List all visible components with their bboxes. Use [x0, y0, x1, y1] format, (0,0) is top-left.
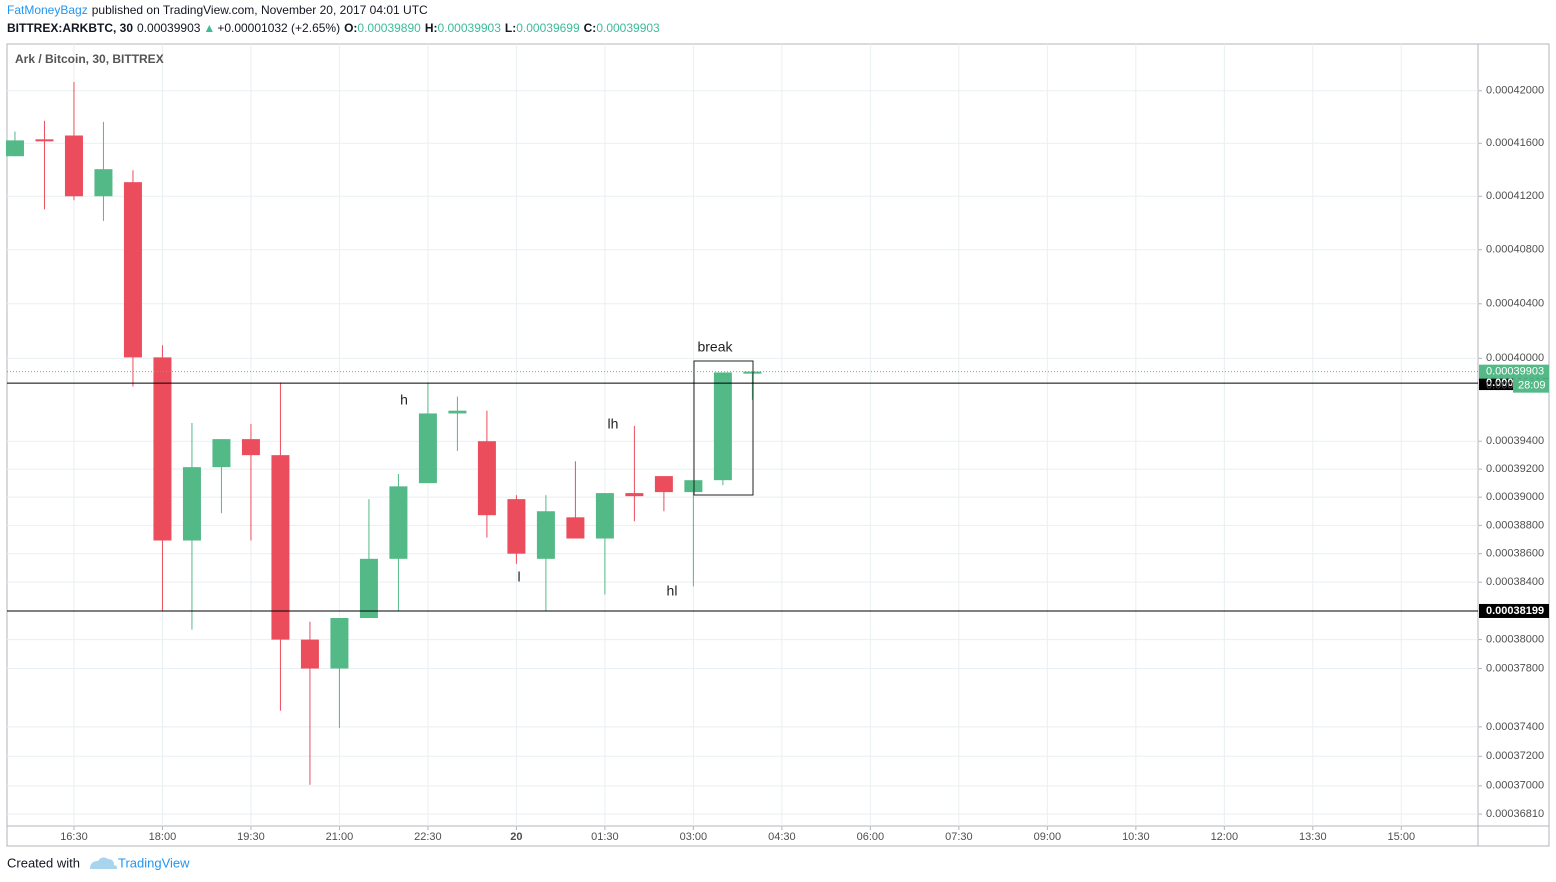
x-tick-label: 03:00 — [680, 831, 708, 843]
published: published on TradingView.com, November 2… — [92, 3, 428, 17]
y-tick-label: 0.00039200 — [1486, 463, 1544, 475]
annotation: l — [517, 569, 520, 585]
x-tick-label: 09:00 — [1034, 831, 1062, 843]
x-tick-label: 01:30 — [591, 831, 619, 843]
candle-body — [566, 517, 585, 539]
candle-body — [389, 486, 408, 559]
symbol: BITTREX:ARKBTC, 30 — [7, 21, 133, 35]
candle-body — [35, 139, 54, 142]
last-price-label: 0.00039903 — [1486, 366, 1544, 378]
y-tick-label: 0.00038000 — [1486, 634, 1544, 646]
candle-body — [507, 499, 526, 554]
price-label-box — [1479, 603, 1549, 618]
tv-logo — [90, 857, 118, 869]
x-tick-label: 19:30 — [237, 831, 265, 843]
y-tick-label: 0.00039400 — [1486, 435, 1544, 447]
candle-body — [418, 413, 437, 484]
y-tick-label: 0.00041600 — [1486, 137, 1544, 149]
l: 0.00039699 — [516, 21, 580, 35]
annotation: break — [697, 339, 733, 355]
break-box — [693, 360, 754, 496]
countdown-box — [1513, 378, 1549, 393]
annotation: lh — [608, 416, 619, 432]
price-label: 0.00038199 — [1486, 605, 1544, 617]
x-tick-label: 07:30 — [945, 831, 973, 843]
candle-body — [271, 455, 290, 640]
x-tick-label: 10:30 — [1122, 831, 1150, 843]
y-tick-label: 0.00040000 — [1486, 352, 1544, 364]
o: 0.00039890 — [357, 21, 421, 35]
chart-frame — [6, 43, 1550, 847]
candle-body — [64, 135, 83, 197]
x-tick-label: 04:30 — [768, 831, 796, 843]
l-label: L: — [505, 21, 516, 35]
x-tick-label: 21:00 — [326, 831, 354, 843]
x-tick-label: 12:00 — [1211, 831, 1239, 843]
candle-body — [123, 182, 142, 358]
candle-body — [241, 439, 260, 456]
y-tick-label: 0.00037200 — [1486, 750, 1544, 762]
chart-title: Ark / Bitcoin, 30, BITTREX — [15, 52, 164, 66]
h-label: H: — [425, 21, 438, 35]
x-tick-label: 06:00 — [857, 831, 885, 843]
candle-body — [536, 511, 555, 559]
candle-body — [448, 410, 467, 414]
c: 0.00039903 — [596, 21, 660, 35]
change: +0.00001032 (+2.65%) — [217, 21, 340, 35]
candles — [5, 82, 762, 785]
c-label: C: — [584, 21, 597, 35]
y-tick-label: 0.00040800 — [1486, 244, 1544, 256]
y-tick-label: 0.00040400 — [1486, 298, 1544, 310]
candle-body — [153, 357, 172, 541]
candle-body — [743, 371, 762, 374]
y-tick-label: 0.00037800 — [1486, 662, 1544, 674]
x-tick-label: 18:00 — [149, 831, 177, 843]
y-tick-label: 0.00041200 — [1486, 190, 1544, 202]
annotation: hl — [667, 583, 678, 599]
candle-body — [212, 439, 231, 468]
candle-body — [330, 618, 349, 669]
candle-body — [595, 493, 614, 539]
h: 0.00039903 — [438, 21, 502, 35]
candle-body — [713, 372, 732, 481]
x-tick-label: 22:30 — [414, 831, 442, 843]
candle-body — [300, 639, 319, 669]
candle-body — [625, 493, 644, 497]
footer-text: Created with — [7, 855, 80, 870]
y-tick-label: 0.00038600 — [1486, 548, 1544, 560]
x-tick-label: 15:00 — [1388, 831, 1416, 843]
candle-body — [5, 140, 24, 157]
footer-brand: TradingView — [118, 855, 190, 870]
candle-body — [94, 169, 113, 197]
candle-body — [654, 476, 673, 493]
candle-body — [477, 441, 496, 516]
annotation: h — [400, 392, 408, 408]
x-tick-label: 13:30 — [1299, 831, 1327, 843]
countdown: 28:09 — [1518, 380, 1546, 392]
grid — [7, 44, 1478, 826]
hidden-price-label: 0.000 — [1486, 380, 1514, 392]
candle-body — [359, 558, 378, 619]
y-tick-label: 0.00038400 — [1486, 576, 1544, 588]
last-price-box — [1479, 364, 1549, 379]
candle-body — [182, 467, 201, 541]
symbol-line: BITTREX:ARKBTC, 30 0.00039903 ▲ +0.00001032… — [7, 21, 660, 35]
y-tick-label: 0.00036810 — [1486, 808, 1544, 820]
author: FatMoneyBagz — [7, 3, 88, 17]
y-tick-label: 0.00039000 — [1486, 491, 1544, 503]
y-tick-label: 0.00037400 — [1486, 721, 1544, 733]
y-tick-label: 0.00037000 — [1486, 780, 1544, 792]
last: 0.00039903 — [137, 21, 201, 35]
arrow: ▲ — [203, 21, 215, 35]
header-line: FatMoneyBagz published on TradingView.com… — [7, 3, 428, 17]
x-tick-label: 20 — [510, 831, 522, 843]
candle-body — [684, 480, 703, 493]
o-label: O: — [344, 21, 357, 35]
y-tick-label: 0.00042000 — [1486, 85, 1544, 97]
x-tick-label: 16:30 — [60, 831, 88, 843]
y-tick-label: 0.00038800 — [1486, 519, 1544, 531]
